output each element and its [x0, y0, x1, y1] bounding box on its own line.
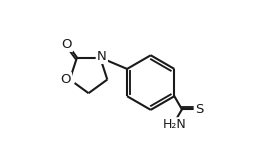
- Text: O: O: [62, 38, 72, 51]
- Text: O: O: [60, 73, 71, 86]
- Text: O: O: [62, 38, 72, 51]
- Text: N: N: [97, 50, 107, 63]
- Text: N: N: [97, 50, 107, 63]
- Text: H₂N: H₂N: [162, 118, 186, 131]
- Text: H₂N: H₂N: [162, 118, 186, 131]
- Text: O: O: [60, 73, 71, 86]
- Text: S: S: [195, 103, 203, 116]
- Text: S: S: [195, 103, 203, 116]
